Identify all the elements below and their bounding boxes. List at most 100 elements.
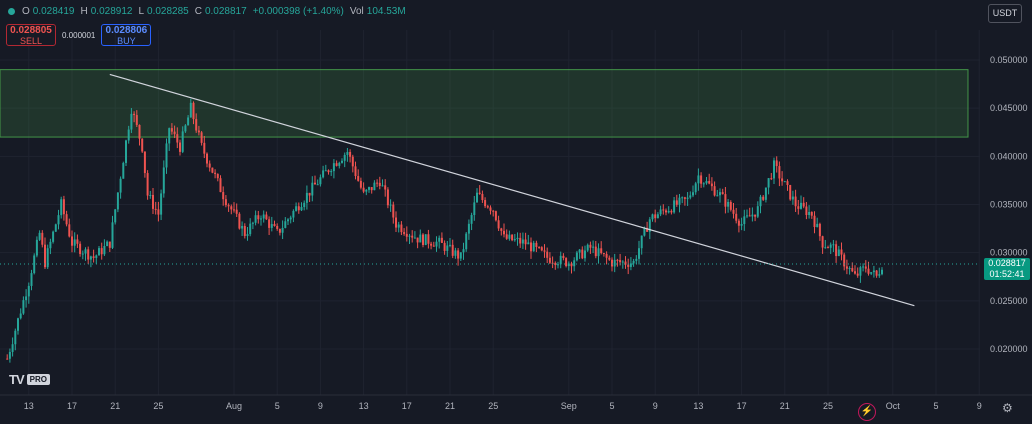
candle-up bbox=[702, 183, 705, 185]
candle-down bbox=[835, 244, 838, 257]
candle-up bbox=[870, 272, 873, 274]
candle-up bbox=[322, 170, 325, 178]
x-tick-label: 25 bbox=[488, 401, 498, 411]
candle-up bbox=[25, 296, 28, 301]
x-tick-label: 17 bbox=[737, 401, 747, 411]
bar-countdown: 01:52:41 bbox=[989, 269, 1025, 279]
sell-button[interactable]: 0.028805 SELL bbox=[6, 24, 56, 46]
candle-down bbox=[492, 210, 495, 212]
candle-down bbox=[732, 209, 735, 214]
candle-up bbox=[516, 237, 519, 240]
open-label: O bbox=[22, 6, 30, 17]
trendline bbox=[109, 73, 915, 307]
currency-button[interactable]: USDT bbox=[988, 4, 1022, 23]
candle-down bbox=[619, 260, 622, 263]
candle-up bbox=[284, 221, 287, 228]
candle-up bbox=[324, 170, 327, 172]
y-tick-label: 0.045000 bbox=[990, 103, 1028, 113]
candle-down bbox=[443, 242, 446, 251]
candle-down bbox=[864, 266, 867, 269]
candle-down bbox=[543, 250, 546, 252]
candle-up bbox=[305, 192, 308, 203]
candle-up bbox=[95, 255, 98, 258]
candle-down bbox=[308, 192, 311, 196]
candle-up bbox=[73, 239, 76, 246]
candle-down bbox=[856, 273, 859, 276]
candle-up bbox=[111, 222, 114, 248]
x-tick-label: 9 bbox=[318, 401, 323, 411]
candle-down bbox=[843, 254, 846, 267]
candle-up bbox=[476, 192, 478, 203]
buy-button[interactable]: 0.028806 BUY bbox=[101, 24, 152, 46]
candle-down bbox=[206, 153, 208, 164]
candle-up bbox=[249, 223, 252, 235]
x-tick-label: 17 bbox=[67, 401, 77, 411]
candle-up bbox=[38, 232, 41, 240]
candle-down bbox=[203, 142, 206, 154]
candle-up bbox=[127, 129, 130, 141]
candle-down bbox=[230, 206, 233, 210]
tradingview-logo[interactable]: TV PRO bbox=[9, 372, 50, 387]
bolt-icon[interactable]: ⚡ bbox=[858, 403, 876, 421]
ohlc-legend: O 0.028419 H 0.028912 L 0.028285 C 0.028817 … bbox=[8, 6, 409, 17]
candle-up bbox=[837, 249, 840, 257]
last-price-badge: 0.028817 01:52:41 bbox=[984, 258, 1030, 280]
candle-down bbox=[359, 180, 362, 188]
candle-down bbox=[197, 130, 200, 133]
candle-down bbox=[748, 215, 751, 217]
candle-up bbox=[446, 245, 449, 251]
x-tick-label: Oct bbox=[886, 401, 901, 411]
candle-up bbox=[22, 300, 25, 314]
x-tick-label: 21 bbox=[110, 401, 120, 411]
candle-down bbox=[422, 234, 424, 245]
candle-up bbox=[419, 234, 422, 243]
candle-up bbox=[848, 268, 851, 270]
candle-down bbox=[335, 163, 338, 166]
candle-down bbox=[503, 230, 505, 235]
candle-up bbox=[638, 248, 640, 259]
candle-up bbox=[635, 258, 638, 261]
candle-down bbox=[778, 166, 781, 179]
candle-down bbox=[314, 182, 316, 185]
y-tick-label: 0.030000 bbox=[990, 248, 1028, 258]
trade-panel: 0.028805 SELL 0.000001 0.028806 BUY bbox=[6, 24, 152, 46]
candle-up bbox=[878, 274, 881, 276]
candle-up bbox=[557, 264, 559, 266]
candle-down bbox=[789, 185, 792, 200]
candle-up bbox=[149, 194, 152, 196]
candle-down bbox=[489, 207, 492, 211]
candle-up bbox=[289, 217, 292, 220]
candle-up bbox=[330, 171, 333, 173]
candle-up bbox=[338, 162, 341, 166]
candle-up bbox=[241, 225, 244, 229]
x-tick-label: 9 bbox=[653, 401, 658, 411]
candle-down bbox=[662, 209, 665, 211]
x-tick-label: 13 bbox=[24, 401, 34, 411]
candle-down bbox=[813, 215, 816, 228]
candle-down bbox=[854, 271, 856, 274]
x-tick-label: 21 bbox=[445, 401, 455, 411]
candle-up bbox=[521, 239, 524, 244]
candle-up bbox=[816, 223, 819, 228]
candle-up bbox=[859, 267, 862, 276]
candle-up bbox=[586, 244, 589, 251]
close-label: C bbox=[194, 6, 202, 17]
candle-up bbox=[513, 239, 516, 241]
candle-down bbox=[430, 243, 433, 246]
candle-up bbox=[673, 200, 676, 213]
candle-up bbox=[381, 185, 384, 187]
candle-up bbox=[643, 227, 646, 236]
candle-up bbox=[829, 244, 832, 248]
candle-down bbox=[273, 224, 276, 226]
logo-mark: TV bbox=[9, 372, 25, 387]
candle-down bbox=[405, 233, 408, 237]
gear-icon[interactable]: ⚙ bbox=[1002, 401, 1013, 415]
candle-down bbox=[827, 247, 829, 249]
candle-down bbox=[875, 270, 878, 276]
candle-up bbox=[532, 242, 535, 252]
candle-down bbox=[548, 257, 551, 263]
candle-up bbox=[697, 175, 700, 184]
candle-up bbox=[881, 269, 883, 275]
candle-up bbox=[122, 162, 125, 179]
